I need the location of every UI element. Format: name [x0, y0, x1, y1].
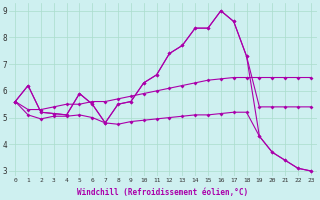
X-axis label: Windchill (Refroidissement éolien,°C): Windchill (Refroidissement éolien,°C): [77, 188, 249, 197]
